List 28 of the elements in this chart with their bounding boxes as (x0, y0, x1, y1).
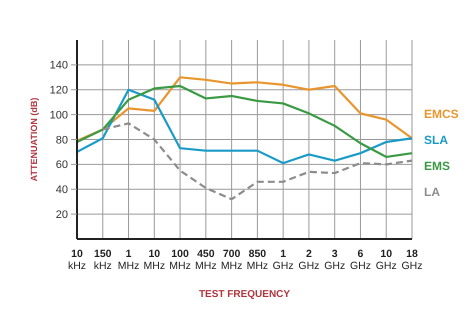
y-axis-title: ATTENUATION (dB) (29, 98, 39, 182)
text: LA (424, 184, 440, 199)
y-tick-label: 20 (56, 208, 68, 221)
y-tick-label: 100 (50, 109, 68, 122)
y-tick-label: 60 (56, 159, 68, 172)
x-tick-label: 700 MHz (220, 248, 242, 272)
x-tick-label: 10 kHz (68, 248, 86, 272)
x-tick-label: 18 GHz (402, 248, 422, 272)
line-series (102, 122, 414, 200)
x-tick-label: 1 GHz (272, 248, 294, 272)
x-tick-label: 3 GHz (324, 248, 346, 272)
y-tick-label: 120 (50, 84, 68, 97)
x-tick-label: 850 MHz (246, 248, 268, 272)
x-tick-label: 100 MHz (169, 248, 191, 272)
x-tick-label: 1 MHz (118, 248, 140, 272)
x-tick-label: 10 MHz (144, 248, 166, 272)
x-axis-title: TEST FREQUENCY (198, 289, 290, 300)
series-label: EMS (424, 158, 450, 173)
y-tick-label: 40 (56, 184, 68, 196)
x-tick-label: 450 MHz (195, 248, 217, 272)
x-tick-label: 150 kHz (94, 248, 112, 272)
series-label: SLA (424, 132, 448, 147)
x-tick-label: 10 GHz (376, 248, 397, 272)
series-label: EMCS (424, 106, 459, 121)
x-tick-label: 2 GHz (298, 248, 320, 272)
y-tick-label: 140 (50, 60, 68, 72)
x-tick-label: 6 GHz (350, 248, 371, 272)
y-tick-label: 80 (56, 134, 68, 146)
